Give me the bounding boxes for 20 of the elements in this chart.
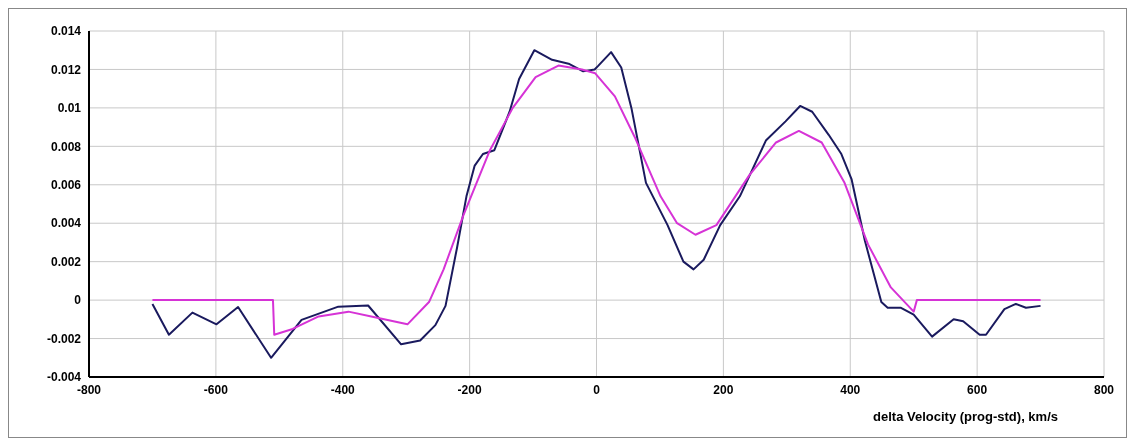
y-tick-label: 0.006	[50, 178, 82, 193]
y-tick-label: 0.008	[50, 139, 82, 154]
x-tick-label: -200	[457, 382, 482, 397]
x-tick-label: 200	[713, 382, 734, 397]
y-tick-label: 0.004	[50, 216, 82, 231]
y-tick-label: 0.002	[50, 254, 82, 269]
x-tick-label: 600	[967, 382, 988, 397]
x-tick-label: 400	[840, 382, 861, 397]
x-tick-label: -400	[330, 382, 356, 397]
x-tick-label: -600	[203, 382, 229, 397]
y-tick-label: 0.01	[57, 101, 82, 116]
y-tick-label: 0	[74, 293, 82, 308]
y-tick-label: 0.012	[50, 62, 82, 77]
y-tick-label: 0.014	[50, 24, 82, 39]
x-tick-label: -800	[76, 382, 102, 397]
x-tick-label: 800	[1093, 382, 1115, 397]
y-tick-label: -0.002	[46, 331, 82, 346]
y-tick-label: -0.004	[46, 370, 82, 385]
x-tick-label: 0	[593, 382, 601, 397]
x-axis-title: delta Velocity (prog-std), km/s	[873, 409, 1058, 424]
